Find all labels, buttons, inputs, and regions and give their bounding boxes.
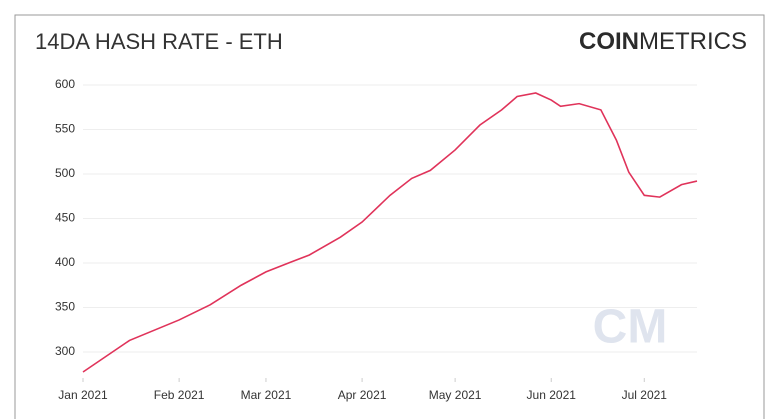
logo: COINMETRICS bbox=[579, 28, 747, 55]
y-tick-label: 550 bbox=[55, 122, 75, 136]
chart-title: 14DA HASH RATE - ETH bbox=[35, 29, 283, 54]
logo-light: METRICS bbox=[639, 28, 747, 55]
data-line bbox=[82, 92, 698, 373]
x-tick-label: Mar 2021 bbox=[241, 388, 292, 402]
frame bbox=[14, 14, 765, 419]
x-tick-label: Apr 2021 bbox=[338, 388, 387, 402]
watermark: CM bbox=[593, 301, 668, 354]
y-tick-label: 600 bbox=[55, 77, 75, 91]
y-tick-label: 500 bbox=[55, 166, 75, 180]
x-tick-label: Jan 2021 bbox=[58, 388, 108, 402]
y-tick-label: 400 bbox=[55, 255, 75, 269]
y-tick-label: 450 bbox=[55, 211, 75, 225]
logo-bold: COIN bbox=[579, 28, 639, 55]
x-tick-label: Jul 2021 bbox=[622, 388, 668, 402]
y-tick-label: 300 bbox=[55, 344, 75, 358]
x-tick-label: Feb 2021 bbox=[154, 388, 205, 402]
y-tick-label: 350 bbox=[55, 300, 75, 314]
x-tick-label: Jun 2021 bbox=[527, 388, 577, 402]
x-tick-label: May 2021 bbox=[429, 388, 482, 402]
